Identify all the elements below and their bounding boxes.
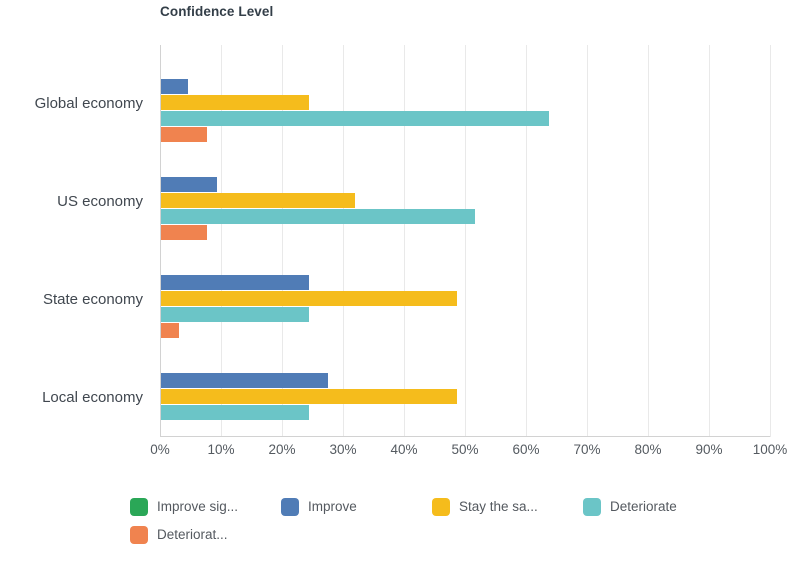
category-label: State economy <box>42 290 143 308</box>
gridline <box>343 45 344 437</box>
bar-group <box>160 45 770 143</box>
bar <box>161 389 457 404</box>
x-tick-label: 50% <box>451 442 479 457</box>
legend-item: Deteriorat... <box>130 524 281 546</box>
bar-group <box>160 241 770 339</box>
bar <box>161 275 309 290</box>
gridline <box>526 45 527 437</box>
bar <box>161 291 457 306</box>
bar <box>161 177 217 192</box>
y-axis-line <box>160 45 161 437</box>
x-tick-label: 90% <box>695 442 723 457</box>
bar <box>161 307 309 322</box>
legend-swatch-icon <box>583 498 601 516</box>
legend-label: Improve sig... <box>157 499 239 514</box>
bar <box>161 405 309 420</box>
bar <box>161 127 208 142</box>
x-tick-label: 80% <box>634 442 662 457</box>
gridline <box>587 45 588 437</box>
x-tick-label: 100% <box>752 442 788 457</box>
bar <box>161 373 328 388</box>
bar <box>161 209 476 224</box>
bar <box>161 79 189 94</box>
bar-group <box>160 143 770 241</box>
chart-legend: Improve sig... Improve Stay the sa... Deter… <box>130 496 770 552</box>
legend-label: Improve <box>308 499 357 514</box>
legend-label: Deteriorate <box>610 499 677 514</box>
chart-title: Confidence Level <box>160 4 274 19</box>
legend-swatch-icon <box>130 498 148 516</box>
bar <box>161 193 355 208</box>
gridline <box>770 45 771 437</box>
gridline <box>709 45 710 437</box>
x-axis-tick-labels: 0% 10% 20% 30% 40% 50% 60% 70% 80% 90% 100% <box>150 442 787 460</box>
legend-item: Improve sig... <box>130 496 281 518</box>
legend-label: Deteriorat... <box>157 527 228 542</box>
plot-area <box>160 45 771 437</box>
bar <box>161 323 180 338</box>
category-label: Global economy <box>34 94 143 112</box>
legend-item: Improve <box>281 496 432 518</box>
category-label: US economy <box>57 192 143 210</box>
legend-swatch-icon <box>281 498 299 516</box>
bar <box>161 225 208 240</box>
gridline <box>282 45 283 437</box>
category-label: Local economy <box>42 388 143 406</box>
x-tick-label: 60% <box>512 442 540 457</box>
bar <box>161 95 309 110</box>
x-tick-label: 30% <box>329 442 357 457</box>
bar <box>161 111 549 126</box>
legend-swatch-icon <box>432 498 450 516</box>
x-tick-label: 10% <box>207 442 235 457</box>
x-tick-label: 0% <box>150 442 170 457</box>
legend-swatch-icon <box>130 526 148 544</box>
x-tick-label: 40% <box>390 442 418 457</box>
gridline <box>648 45 649 437</box>
x-tick-label: 70% <box>573 442 601 457</box>
legend-label: Stay the sa... <box>459 499 538 514</box>
gridline <box>404 45 405 437</box>
bar-group <box>160 339 770 437</box>
gridline <box>221 45 222 437</box>
legend-item: Stay the sa... <box>432 496 583 518</box>
gridline <box>465 45 466 437</box>
x-axis-line <box>160 436 770 437</box>
x-tick-label: 20% <box>268 442 296 457</box>
legend-item: Deteriorate <box>583 496 734 518</box>
